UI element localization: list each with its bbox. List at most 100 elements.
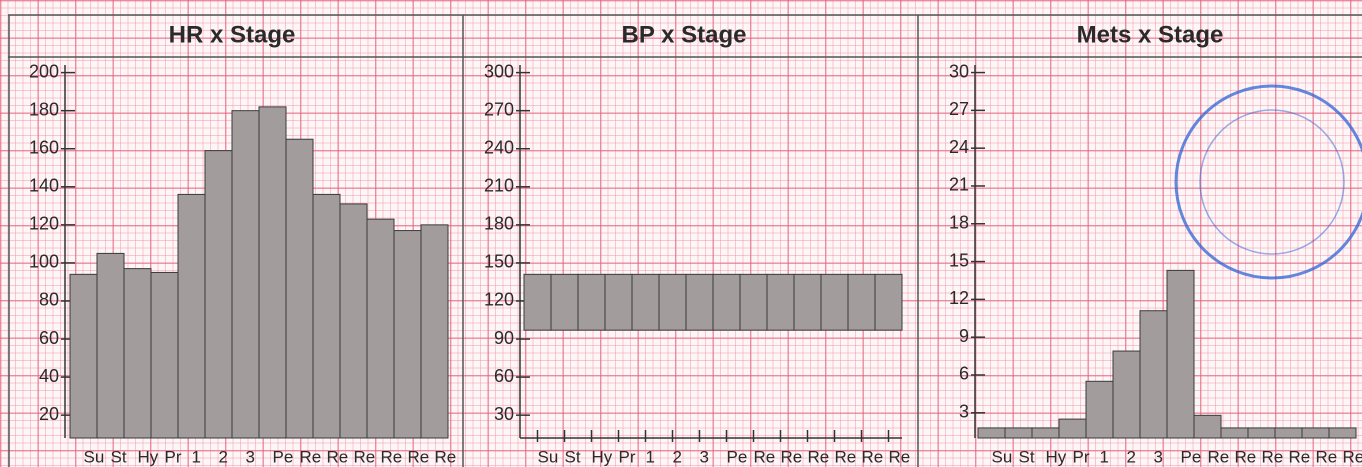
stamp — [1174, 84, 1362, 280]
bar — [285, 138, 314, 439]
x-tick-label: Su — [84, 447, 105, 466]
chart-title: HR x Stage — [169, 21, 296, 48]
bar — [123, 268, 152, 439]
bar — [1139, 310, 1168, 439]
chart-title: BP x Stage — [622, 21, 747, 48]
y-tick-label: 100 — [29, 252, 59, 272]
x-tick-label: Re — [381, 447, 403, 466]
x-tick-label: 2 — [673, 447, 682, 466]
bar — [150, 271, 179, 439]
range-bar — [631, 273, 660, 331]
x-tick-label: Hy — [592, 447, 613, 466]
y-tick-label: 6 — [959, 364, 969, 384]
x-tick-label: 2 — [219, 447, 228, 466]
bar — [1328, 427, 1357, 439]
y-tick-label: 21 — [949, 175, 969, 195]
x-tick-label: Hy — [138, 447, 159, 466]
range-bar — [739, 273, 768, 331]
x-tick-label: 3 — [1154, 447, 1163, 466]
y-tick-label: 90 — [494, 328, 514, 348]
y-tick-label: 18 — [949, 213, 969, 233]
range-bar — [847, 273, 876, 331]
x-tick-label: Re — [300, 447, 322, 466]
x-tick-label: Pr — [619, 447, 636, 466]
bar — [96, 252, 125, 439]
x-tick-label: Re — [435, 447, 457, 466]
bar — [1112, 350, 1141, 439]
y-tick-label: 24 — [949, 137, 969, 157]
bar — [420, 224, 449, 439]
x-tick-label: St — [1019, 447, 1035, 466]
y-tick-label: 30 — [949, 61, 969, 81]
x-tick-label: Re — [1289, 447, 1311, 466]
bar — [1058, 418, 1087, 439]
y-tick-label: 270 — [484, 99, 514, 119]
chart-title: Mets x Stage — [1077, 21, 1224, 48]
range-bar — [874, 273, 903, 331]
x-tick-label: Pe — [727, 447, 748, 466]
range-bar — [658, 273, 687, 331]
y-tick-label: 140 — [29, 176, 59, 196]
bar — [1247, 427, 1276, 439]
x-tick-label: Re — [1343, 447, 1362, 466]
x-tick-label: 1 — [192, 447, 201, 466]
x-tick-label: Re — [889, 447, 911, 466]
range-bar — [685, 273, 714, 331]
y-tick-label: 12 — [949, 288, 969, 308]
bar — [69, 273, 98, 439]
y-tick-label: 80 — [39, 290, 59, 310]
y-tick-label: 210 — [484, 176, 514, 196]
x-tick-label: Re — [408, 447, 430, 466]
x-tick-label: Su — [538, 447, 559, 466]
x-tick-label: Re — [754, 447, 776, 466]
y-tick-label: 150 — [484, 252, 514, 272]
x-tick-label: Pe — [273, 447, 294, 466]
y-tick-label: 30 — [494, 404, 514, 424]
bar — [1004, 427, 1033, 439]
x-tick-label: Re — [1208, 447, 1230, 466]
bar — [1301, 427, 1330, 439]
range-bar — [523, 273, 552, 331]
y-tick-label: 200 — [29, 61, 59, 81]
x-tick-label: Re — [835, 447, 857, 466]
range-bar — [550, 273, 579, 331]
bar — [1166, 269, 1195, 439]
bar — [1220, 427, 1249, 439]
bar — [366, 218, 395, 439]
y-tick-label: 300 — [484, 61, 514, 81]
x-tick-label: 3 — [700, 447, 709, 466]
y-tick-label: 3 — [959, 402, 969, 422]
bar — [977, 427, 1006, 439]
stamp — [1199, 109, 1345, 255]
x-tick-label: 3 — [246, 447, 255, 466]
bar — [177, 193, 206, 439]
y-tick-label: 180 — [29, 99, 59, 119]
y-tick-label: 160 — [29, 137, 59, 157]
x-tick-label: 1 — [1100, 447, 1109, 466]
range-bar — [766, 273, 795, 331]
x-tick-label: Re — [1316, 447, 1338, 466]
y-tick-label: 180 — [484, 214, 514, 234]
x-tick-label: Pr — [1073, 447, 1090, 466]
x-tick-label: Re — [862, 447, 884, 466]
x-tick-label: Hy — [1046, 447, 1067, 466]
x-tick-label: Pe — [1181, 447, 1202, 466]
y-tick-label: 20 — [39, 404, 59, 424]
x-tick-label: St — [111, 447, 127, 466]
x-tick-label: Re — [354, 447, 376, 466]
y-tick-label: 27 — [949, 99, 969, 119]
bar — [204, 150, 233, 439]
y-tick-label: 120 — [484, 290, 514, 310]
range-bar — [577, 273, 606, 331]
bar — [1085, 380, 1114, 439]
range-bar — [820, 273, 849, 331]
bar — [312, 193, 341, 439]
x-tick-label: 2 — [1127, 447, 1136, 466]
x-tick-label: Re — [327, 447, 349, 466]
bar — [258, 106, 287, 439]
y-tick-label: 40 — [39, 366, 59, 386]
bar — [393, 230, 422, 439]
range-bar — [604, 273, 633, 331]
